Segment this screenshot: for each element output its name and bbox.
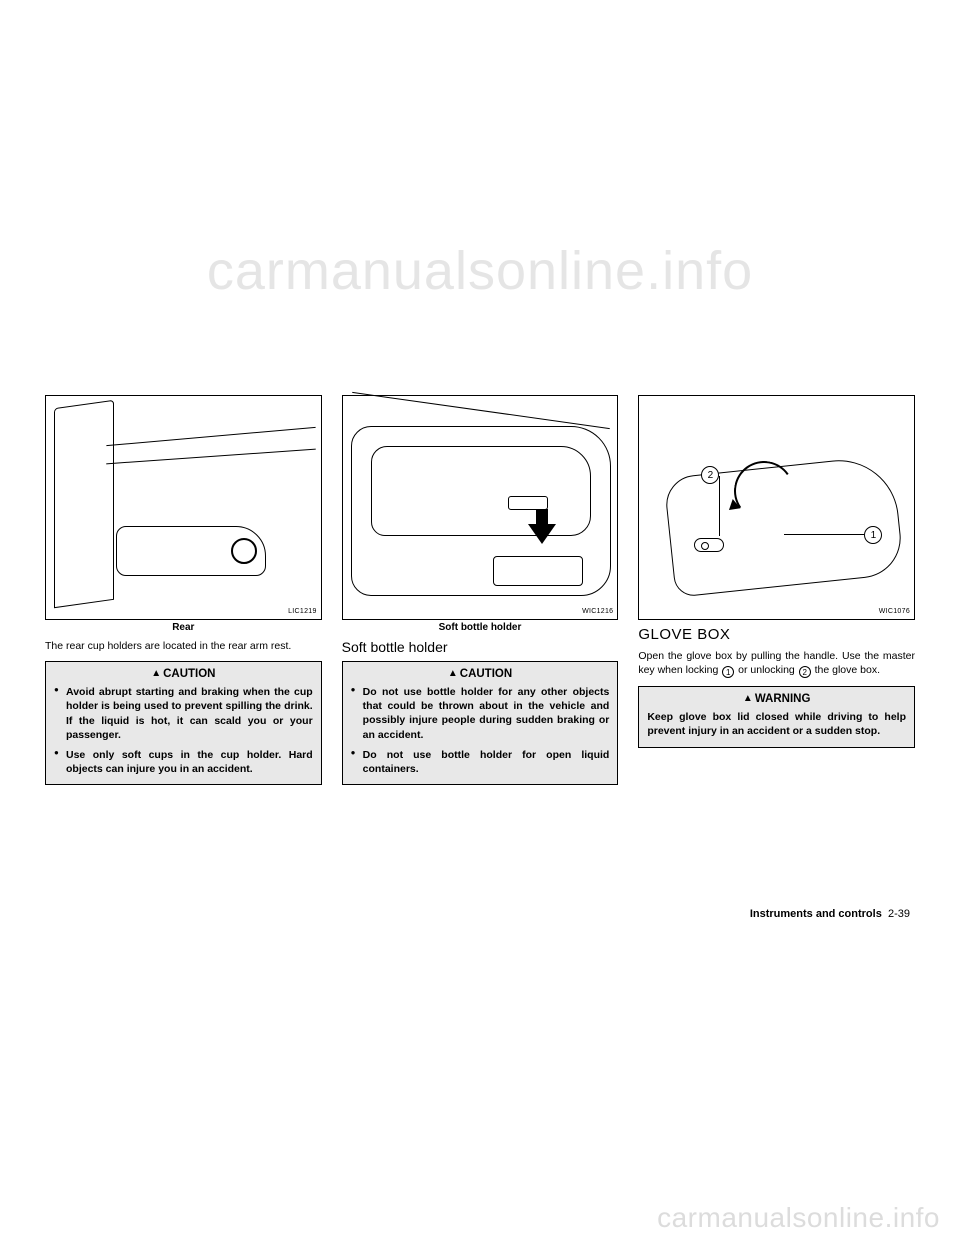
figure-id: WIC1216 [582,608,613,615]
page-footer: Instruments and controls 2-39 [750,908,910,920]
body-text: Open the glove box by pulling the handle… [638,649,915,678]
footer-section: Instruments and controls [750,908,882,920]
heading-glove-box: GLOVE BOX [638,626,915,643]
caution-item: Do not use bottle holder for open liquid… [351,748,610,776]
watermark-bottom: carmanualsonline.info [657,1202,940,1234]
warning-title: WARNING [647,693,906,705]
figure-soft-bottle-holder: WIC1216 [342,395,619,620]
footer-page: 2-39 [888,908,910,920]
inline-circle-2: 2 [799,666,811,678]
figure-id: LIC1219 [288,608,317,615]
body-text: The rear cup holders are located in the … [45,639,322,653]
subheading: Soft bottle holder [342,639,619,655]
page-content: LIC1219 Rear The rear cup holders are lo… [45,395,915,785]
caution-title: CAUTION [54,668,313,680]
watermark-top: carmanualsonline.info [207,240,753,302]
inline-circle-1: 1 [722,666,734,678]
caution-list: Do not use bottle holder for any other o… [351,685,610,776]
text-fragment: the glove box. [812,664,880,676]
column-rear-cup-holder: LIC1219 Rear The rear cup holders are lo… [45,395,322,785]
figure-glove-box: 1 2 WIC1076 [638,395,915,620]
caution-list: Avoid abrupt starting and braking when t… [54,685,313,776]
figure-caption: Soft bottle holder [342,622,619,633]
figure-rear-cup-holder: LIC1219 [45,395,322,620]
column-glove-box: 1 2 WIC1076 GLOVE BOX Open the glove box… [638,395,915,785]
figure-caption: Rear [45,622,322,633]
caution-title: CAUTION [351,668,610,680]
warning-box: WARNING Keep glove box lid closed while … [638,686,915,747]
warning-text: Keep glove box lid closed while driving … [647,710,906,738]
text-fragment: or unlocking [735,664,797,676]
figure-id: WIC1076 [879,608,910,615]
caution-box: CAUTION Avoid abrupt starting and brakin… [45,661,322,785]
caution-item: Avoid abrupt starting and braking when t… [54,685,313,742]
column-soft-bottle-holder: WIC1216 Soft bottle holder Soft bottle h… [342,395,619,785]
caution-item: Do not use bottle holder for any other o… [351,685,610,742]
caution-box: CAUTION Do not use bottle holder for any… [342,661,619,785]
caution-item: Use only soft cups in the cup holder. Ha… [54,748,313,776]
